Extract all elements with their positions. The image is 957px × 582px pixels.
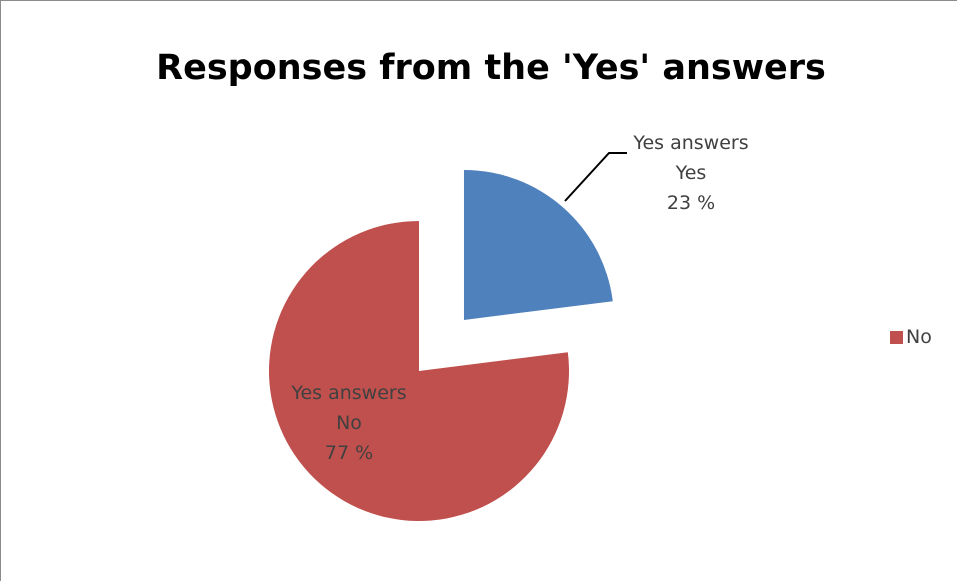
data-labels: Yes answers Yes 23 % Yes answers No 77 % (290, 132, 748, 464)
leader-line (564, 152, 627, 202)
legend: No (890, 326, 932, 348)
chart-title: Responses from the 'Yes' answers (156, 48, 826, 88)
pie-slices (269, 169, 613, 521)
pie-slice-yes (463, 169, 613, 320)
pie-slice-no (269, 221, 569, 521)
data-label-yes: Yes answers Yes 23 % (632, 132, 748, 214)
legend-swatch (890, 331, 903, 344)
data-label-no: Yes answers No 77 % (290, 382, 406, 464)
legend-label: No (906, 326, 932, 348)
